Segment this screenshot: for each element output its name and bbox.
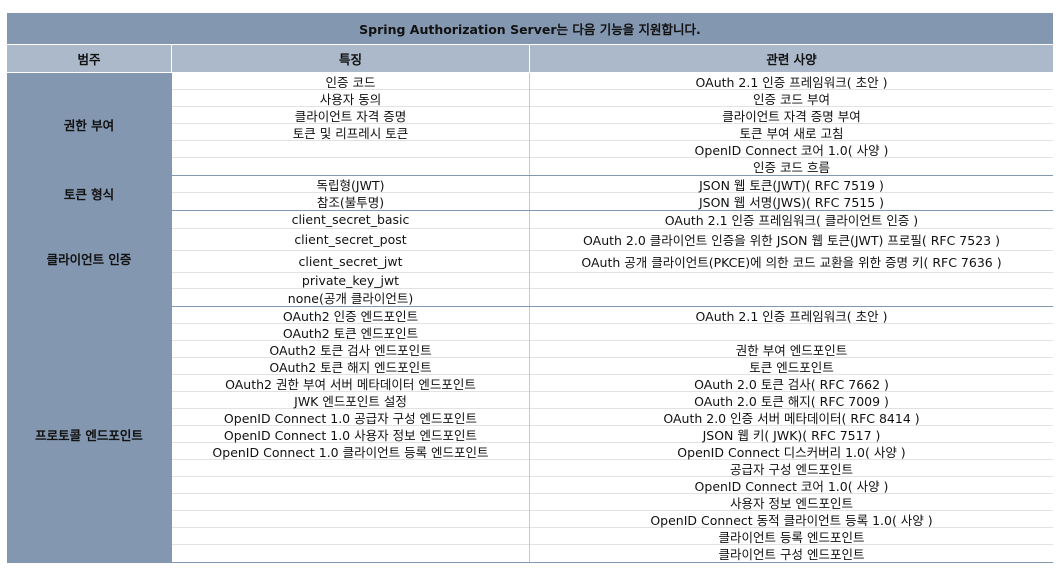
- feature-cell: [172, 528, 529, 545]
- spec-cell: 사용자 정보 엔드포인트: [530, 494, 1053, 511]
- header-feature: 특징: [172, 45, 530, 72]
- feature-cell: client_secret_post: [172, 229, 529, 251]
- category-cell: 토큰 형식: [7, 176, 172, 210]
- spec-cell: OpenID Connect 동적 클라이언트 등록 1.0( 사양 ): [530, 511, 1053, 528]
- spec-cell: 클라이언트 자격 증명 부여: [530, 107, 1053, 124]
- feature-column: 인증 코드 사용자 동의 클라이언트 자격 증명 토큰 및 리프레시 토큰: [172, 73, 530, 175]
- category-cell: 권한 부여: [7, 73, 172, 175]
- feature-cell: OpenID Connect 1.0 클라이언트 등록 엔드포인트: [172, 443, 529, 460]
- spec-cell: OpenID Connect 코어 1.0( 사양 ): [530, 141, 1053, 158]
- table-header-row: 범주 특징 관련 사양: [7, 45, 1053, 73]
- spec-cell: JSON 웹 토큰(JWT)( RFC 7519 ): [530, 176, 1053, 193]
- table-group: 클라이언트 인증 client_secret_basic client_secret…: [7, 211, 1053, 307]
- table-group: 권한 부여 인증 코드 사용자 동의 클라이언트 자격 증명 토큰 및 리프레시 토큰 O…: [7, 73, 1053, 176]
- feature-cell: JWK 엔드포인트 설정: [172, 392, 529, 409]
- feature-cell: [172, 494, 529, 511]
- feature-cell: [172, 545, 529, 562]
- spec-cell: [530, 273, 1053, 289]
- feature-cell: 사용자 동의: [172, 90, 529, 107]
- spec-column: OAuth 2.1 인증 프레임워크( 초안 ) 권한 부여 엔드포인트 토큰 엔드…: [530, 307, 1053, 562]
- spec-cell: OAuth 2.1 인증 프레임워크( 클라이언트 인증 ): [530, 211, 1053, 229]
- table-body: 권한 부여 인증 코드 사용자 동의 클라이언트 자격 증명 토큰 및 리프레시 토큰 O…: [7, 73, 1053, 563]
- feature-cell: OAuth2 권한 부여 서버 메타데이터 엔드포인트: [172, 375, 529, 392]
- category-cell: 프로토콜 엔드포인트: [7, 307, 172, 562]
- feature-cell: 인증 코드: [172, 73, 529, 90]
- feature-cell: 클라이언트 자격 증명: [172, 107, 529, 124]
- feature-cell: OpenID Connect 1.0 공급자 구성 엔드포인트: [172, 409, 529, 426]
- feature-cell: private_key_jwt: [172, 273, 529, 289]
- spec-cell: 클라이언트 구성 엔드포인트: [718, 547, 865, 562]
- feature-column: 독립형(JWT) 참조(불투명): [172, 176, 530, 210]
- spec-cell: 권한 부여 엔드포인트: [530, 341, 1053, 358]
- feature-cell: [172, 141, 529, 158]
- spec-cell: 토큰 부여 새로 고침: [530, 124, 1053, 141]
- feature-cell: [172, 158, 529, 175]
- spec-cell: OpenID Connect 디스커버리 1.0( 사양 ): [530, 443, 1053, 460]
- spec-cell: 인증 코드 부여: [530, 90, 1053, 107]
- spec-cell: OAuth 2.1 인증 프레임워크( 초안 ): [530, 307, 1053, 324]
- spec-cell: OAuth 2.0 토큰 해지( RFC 7009 ): [530, 392, 1053, 409]
- category-cell: 클라이언트 인증: [7, 211, 172, 306]
- table-group: 프로토콜 엔드포인트 OAuth2 인증 엔드포인트 OAuth2 토큰 엔드포인트…: [7, 307, 1053, 563]
- feature-column: client_secret_basic client_secret_post cli…: [172, 211, 530, 306]
- spec-cell: 공급자 구성 엔드포인트: [530, 460, 1053, 477]
- feature-cell: [172, 460, 529, 477]
- feature-cell: [172, 511, 529, 528]
- spec-cell: 토큰 엔드포인트: [530, 358, 1053, 375]
- table-title: Spring Authorization Server는 다음 기능을 지원합니…: [7, 13, 1053, 45]
- spec-cell: OpenID Connect 코어 1.0( 사양 ): [530, 477, 1053, 494]
- table-group: 토큰 형식 독립형(JWT) 참조(불투명) JSON 웹 토큰(JWT)( RFC …: [7, 176, 1053, 211]
- feature-cell: OAuth2 토큰 엔드포인트: [172, 324, 529, 341]
- feature-cell: [172, 477, 529, 494]
- spec-column: JSON 웹 토큰(JWT)( RFC 7519 ) JSON 웹 서명(JWS)…: [530, 176, 1053, 210]
- feature-column: OAuth2 인증 엔드포인트 OAuth2 토큰 엔드포인트 OAuth2 토큰 …: [172, 307, 530, 562]
- spec-cell: [530, 289, 1053, 306]
- feature-cell: 토큰 및 리프레시 토큰: [172, 124, 529, 141]
- feature-cell: 참조(불투명): [316, 195, 385, 210]
- spec-cell: JSON 웹 키( JWK)( RFC 7517 ): [530, 426, 1053, 443]
- feature-cell: OAuth2 토큰 검사 엔드포인트: [172, 341, 529, 358]
- spec-cell: OAuth 2.1 인증 프레임워크( 초안 ): [530, 73, 1053, 90]
- spec-column: OAuth 2.1 인증 프레임워크( 클라이언트 인증 ) OAuth 2.0 …: [530, 211, 1053, 306]
- spec-cell: OAuth 2.0 클라이언트 인증을 위한 JSON 웹 토큰(JWT) 프로…: [530, 229, 1053, 251]
- spec-cell: [530, 324, 1053, 341]
- feature-cell: client_secret_basic: [172, 211, 529, 229]
- feature-cell: OAuth2 토큰 해지 엔드포인트: [172, 358, 529, 375]
- header-spec: 관련 사양: [530, 45, 1053, 72]
- spec-cell: OAuth 공개 클라이언트(PKCE)에 의한 코드 교환을 위한 증명 키(…: [530, 251, 1053, 273]
- spec-cell: JSON 웹 서명(JWS)( RFC 7515 ): [698, 195, 885, 210]
- feature-cell: none(공개 클라이언트): [287, 291, 414, 306]
- feature-cell: OAuth2 인증 엔드포인트: [172, 307, 529, 324]
- header-category: 범주: [7, 45, 172, 72]
- spec-cell: 클라이언트 등록 엔드포인트: [530, 528, 1053, 545]
- feature-cell: OpenID Connect 1.0 사용자 정보 엔드포인트: [172, 426, 529, 443]
- feature-table: Spring Authorization Server는 다음 기능을 지원합니…: [7, 13, 1053, 563]
- spec-column: OAuth 2.1 인증 프레임워크( 초안 ) 인증 코드 부여 클라이언트 자격…: [530, 73, 1053, 175]
- spec-cell: OAuth 2.0 토큰 검사( RFC 7662 ): [530, 375, 1053, 392]
- spec-cell: OAuth 2.0 인증 서버 메타데이터( RFC 8414 ): [530, 409, 1053, 426]
- spec-cell: 인증 코드 흐름: [753, 160, 830, 175]
- feature-cell: 독립형(JWT): [172, 176, 529, 193]
- feature-cell: client_secret_jwt: [172, 251, 529, 273]
